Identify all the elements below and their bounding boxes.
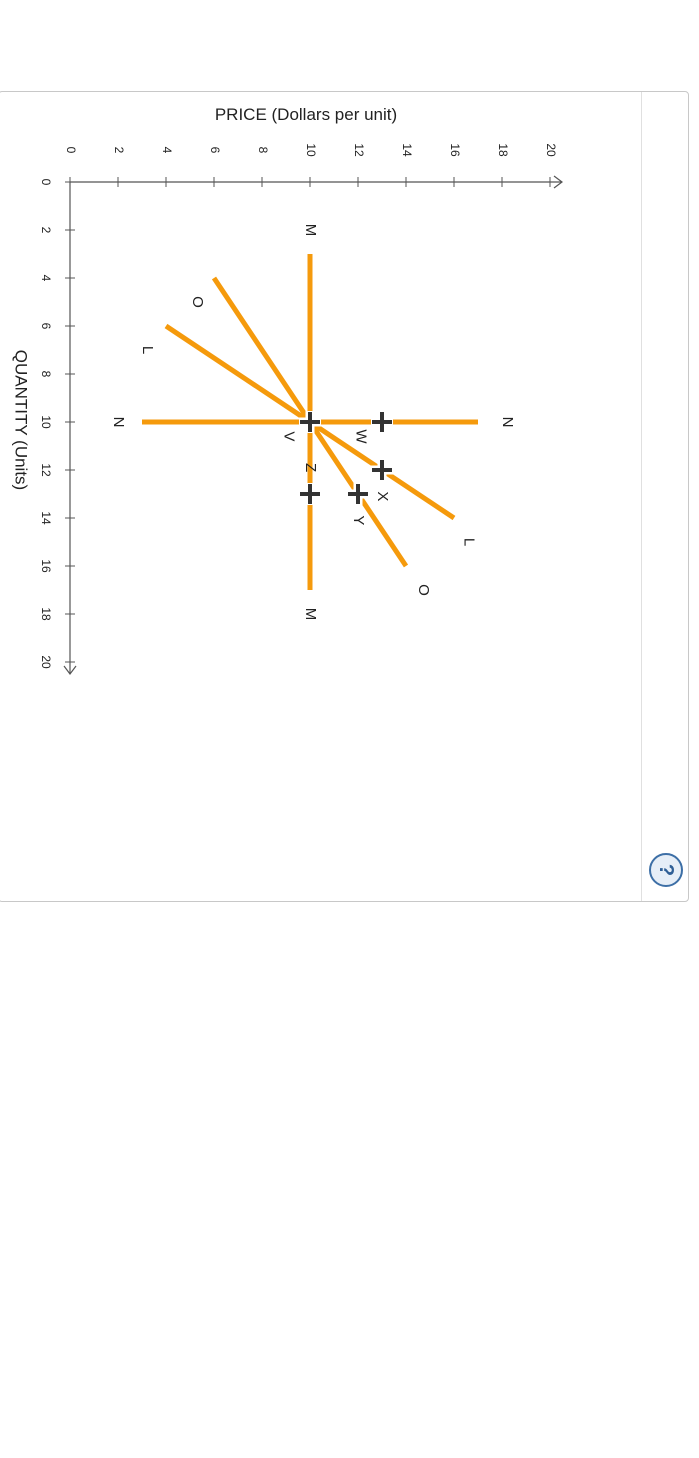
price-tick-label: 20 xyxy=(544,143,558,157)
help-button[interactable]: ? xyxy=(649,853,683,887)
quantity-tick-label: 16 xyxy=(39,559,53,573)
quantity-tick-label: 4 xyxy=(39,275,53,282)
point-w[interactable] xyxy=(371,411,393,433)
price-tick-label: 0 xyxy=(64,147,78,154)
price-tick-label: 6 xyxy=(208,147,222,154)
price-tick-label: 2 xyxy=(112,147,126,154)
curve-label-m: M xyxy=(302,608,319,621)
curve-label-l: L xyxy=(460,538,477,546)
price-tick-label: 10 xyxy=(304,143,318,157)
curve-label-n: N xyxy=(499,417,516,428)
point-y[interactable] xyxy=(347,483,369,505)
curve-label-n: N xyxy=(110,417,127,428)
quantity-tick-label: 0 xyxy=(39,179,53,186)
quantity-tick-label: 10 xyxy=(39,415,53,429)
quantity-tick-label: 6 xyxy=(39,323,53,330)
price-axis-title: PRICE (Dollars per unit) xyxy=(215,105,397,124)
quantity-tick-label: 8 xyxy=(39,371,53,378)
price-tick-label: 18 xyxy=(496,143,510,157)
question-panel xyxy=(0,91,689,902)
price-axis-arrow-icon xyxy=(553,175,563,189)
curve-label-o: O xyxy=(189,296,206,308)
price-tick-label: 8 xyxy=(256,147,270,154)
quantity-tick-label: 14 xyxy=(39,511,53,525)
chart-axes xyxy=(63,175,563,675)
curve-label-o: O xyxy=(415,584,432,596)
quantity-tick-label: 18 xyxy=(39,607,53,621)
price-tick-label: 12 xyxy=(352,143,366,157)
quantity-tick-label: 2 xyxy=(39,227,53,234)
chart-points[interactable] xyxy=(299,411,393,505)
point-label-w: W xyxy=(352,429,369,444)
quantity-axis-arrow-icon xyxy=(63,665,77,675)
quantity-axis-title: QUANTITY (Units) xyxy=(12,350,31,490)
point-label-x: X xyxy=(374,491,391,501)
point-label-v: V xyxy=(280,431,297,441)
side-divider xyxy=(641,92,642,901)
point-v[interactable] xyxy=(299,411,321,433)
price-tick-label: 4 xyxy=(160,147,174,154)
price-tick-label: 14 xyxy=(400,143,414,157)
quantity-tick-label: 20 xyxy=(39,655,53,669)
point-label-y: Y xyxy=(350,515,367,525)
quantity-tick-label: 12 xyxy=(39,463,53,477)
price-tick-label: 16 xyxy=(448,143,462,157)
point-label-z: Z xyxy=(302,463,319,472)
chart-labels: 0 2 4 6 8 10 12 14 16 18 20 0 2 4 6 8 10 12 14 16 18 20 PRICE … xyxy=(12,105,558,669)
point-z[interactable] xyxy=(299,483,321,505)
curve-label-m: M xyxy=(302,224,319,237)
curve-label-l: L xyxy=(139,346,156,354)
point-x[interactable] xyxy=(371,459,393,481)
